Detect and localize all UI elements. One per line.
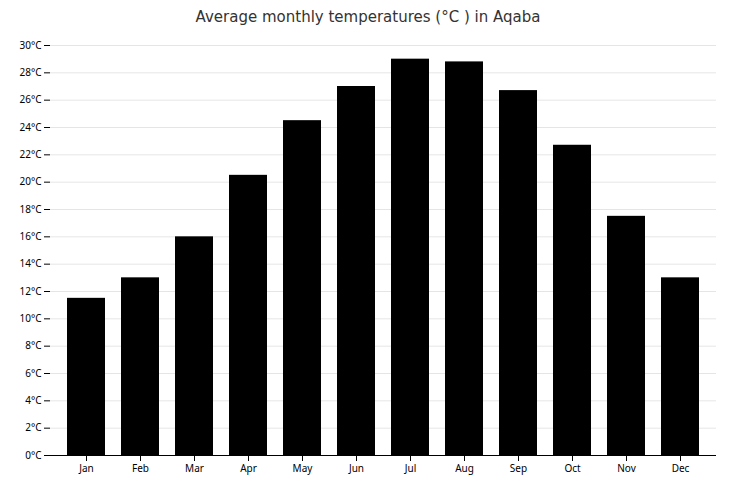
svg-text:28°C: 28°C: [19, 65, 42, 79]
svg-text:16°C: 16°C: [19, 229, 42, 243]
svg-text:4°C: 4°C: [25, 393, 42, 407]
svg-text:26°C: 26°C: [19, 92, 42, 106]
svg-text:Mar: Mar: [185, 461, 204, 475]
svg-text:2°C: 2°C: [25, 420, 42, 434]
svg-text:Jul: Jul: [404, 461, 417, 475]
svg-text:20°C: 20°C: [19, 174, 42, 188]
svg-text:Oct: Oct: [564, 461, 581, 475]
svg-text:8°C: 8°C: [25, 338, 42, 352]
svg-text:Nov: Nov: [617, 461, 636, 475]
svg-text:18°C: 18°C: [19, 202, 42, 216]
svg-text:14°C: 14°C: [19, 256, 42, 270]
svg-text:Apr: Apr: [240, 461, 257, 475]
svg-text:Sep: Sep: [510, 461, 527, 475]
svg-text:Dec: Dec: [672, 461, 690, 475]
svg-text:12°C: 12°C: [19, 284, 42, 298]
svg-text:Jan: Jan: [78, 461, 94, 475]
svg-text:22°C: 22°C: [19, 147, 42, 161]
svg-text:0°C: 0°C: [25, 448, 42, 462]
svg-text:24°C: 24°C: [19, 120, 42, 134]
svg-text:Jun: Jun: [348, 461, 364, 475]
html-text:Average monthly temperatures (: Average monthly temperatures (°C ) in Aq…: [195, 8, 541, 26]
svg-text:6°C: 6°C: [25, 366, 42, 380]
svg-text:30°C: 30°C: [19, 38, 42, 52]
svg-text:Aug: Aug: [455, 461, 474, 475]
svg-text:10°C: 10°C: [19, 311, 42, 325]
svg-text:May: May: [293, 461, 314, 475]
svg-text:Feb: Feb: [132, 461, 149, 475]
